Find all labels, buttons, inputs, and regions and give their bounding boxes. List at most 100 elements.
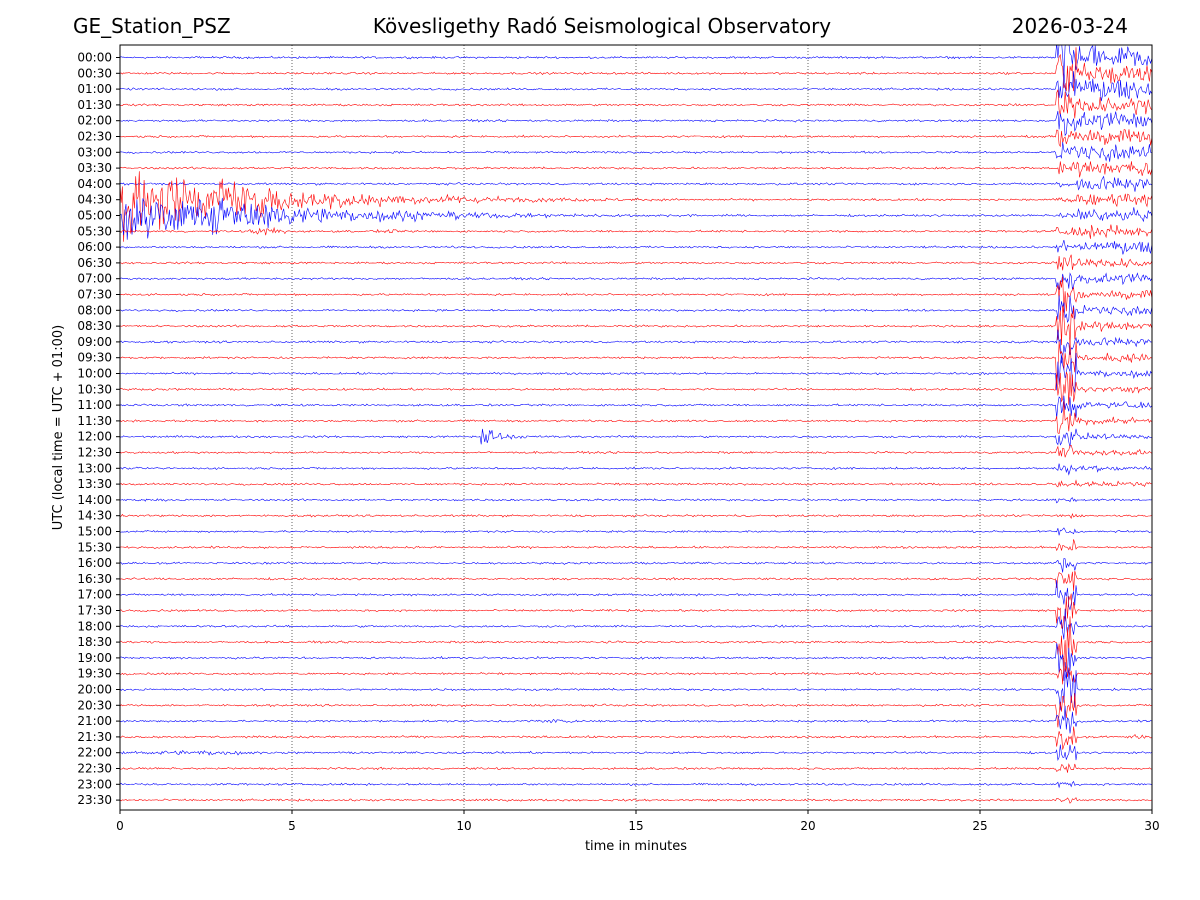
trace-0500	[120, 197, 1152, 240]
trace-0200	[120, 110, 1152, 137]
y-tick-label: 06:30	[77, 256, 112, 270]
y-tick-label: 21:30	[77, 730, 112, 744]
trace-0700	[120, 272, 1152, 290]
x-tick-label: 20	[800, 819, 815, 833]
y-tick-label: 10:00	[77, 367, 112, 381]
x-tick-label: 5	[288, 819, 296, 833]
y-tick-label: 07:00	[77, 272, 112, 286]
x-tick-label: 30	[1144, 819, 1159, 833]
trace-1000	[120, 352, 1152, 393]
x-axis-label: time in minutes	[585, 839, 687, 854]
trace-2100	[120, 705, 1152, 734]
trace-2130	[120, 726, 1152, 750]
trace-1600	[120, 558, 1152, 573]
y-tick-label: 11:30	[77, 414, 112, 428]
y-tick-label: 04:00	[77, 177, 112, 191]
y-tick-label: 22:00	[77, 746, 112, 760]
trace-1200	[120, 428, 1152, 448]
y-tick-label: 21:00	[77, 714, 112, 728]
y-tick-label: 14:00	[77, 493, 112, 507]
plot-date: 2026-03-24	[1011, 14, 1128, 38]
y-tick-label: 10:30	[77, 382, 112, 396]
trace-0330	[120, 161, 1152, 178]
trace-1500	[120, 527, 1152, 536]
trace-0930	[120, 341, 1152, 386]
y-tick-label: 16:30	[77, 572, 112, 586]
y-tick-label: 15:30	[77, 540, 112, 554]
trace-1330	[120, 479, 1152, 488]
x-tick-label: 25	[972, 819, 987, 833]
x-tick-label: 15	[628, 819, 643, 833]
y-tick-label: 14:30	[77, 509, 112, 523]
trace-2030	[120, 693, 1152, 728]
trace-1730	[120, 593, 1152, 630]
y-tick-label: 01:30	[77, 98, 112, 112]
trace-2300	[120, 780, 1152, 789]
y-tick-label: 09:30	[77, 351, 112, 365]
trace-1430	[120, 512, 1152, 519]
x-tick-label: 0	[116, 819, 124, 833]
trace-1030	[120, 371, 1152, 405]
trace-1830	[120, 616, 1152, 669]
trace-0900	[120, 329, 1152, 364]
y-tick-label: 17:30	[77, 604, 112, 618]
y-tick-label: 18:30	[77, 635, 112, 649]
y-tick-label: 15:00	[77, 525, 112, 539]
y-tick-label: 00:30	[77, 66, 112, 80]
y-tick-label: 20:00	[77, 683, 112, 697]
y-tick-label: 16:00	[77, 556, 112, 570]
y-tick-label: 12:30	[77, 446, 112, 460]
y-tick-label: 02:30	[77, 130, 112, 144]
y-tick-label: 19:00	[77, 651, 112, 665]
trace-1700	[120, 580, 1152, 611]
trace-0130	[120, 89, 1152, 119]
trace-0000	[120, 45, 1152, 76]
y-tick-label: 17:00	[77, 588, 112, 602]
trace-1100	[120, 395, 1152, 419]
y-tick-label: 05:30	[77, 224, 112, 238]
trace-1900	[120, 643, 1152, 681]
trace-0030	[120, 47, 1152, 93]
y-tick-label: 11:00	[77, 398, 112, 412]
trace-0100	[120, 69, 1152, 102]
trace-1530	[120, 539, 1152, 552]
trace-0400	[120, 175, 1152, 192]
trace-1800	[120, 608, 1152, 640]
y-tick-label: 19:30	[77, 667, 112, 681]
trace-0630	[120, 254, 1152, 271]
station-name: GE_Station_PSZ	[73, 14, 231, 38]
trace-0600	[120, 240, 1152, 255]
trace-2200	[120, 744, 1152, 762]
y-tick-label: 07:30	[77, 288, 112, 302]
y-axis-label: UTC (local time = UTC + 01:00)	[51, 325, 66, 530]
x-grid	[291, 45, 981, 810]
y-tick-label: 22:30	[77, 762, 112, 776]
y-tick-label: 13:00	[77, 461, 112, 475]
trace-0730	[120, 276, 1152, 313]
y-tick-label: 03:00	[77, 145, 112, 159]
trace-0830	[120, 305, 1152, 346]
trace-1630	[120, 570, 1152, 592]
y-tick-label: 06:00	[77, 240, 112, 254]
y-tick-label: 09:00	[77, 335, 112, 349]
y-tick-label: 04:30	[77, 193, 112, 207]
trace-2000	[120, 669, 1152, 711]
y-tick-label: 20:30	[77, 698, 112, 712]
y-tick-label: 12:00	[77, 430, 112, 444]
y-tick-label: 05:00	[77, 209, 112, 223]
y-tick-label: 08:30	[77, 319, 112, 333]
x-axis: 0 5 10 15 20 25 30	[116, 810, 1160, 833]
trace-1400	[120, 497, 1152, 504]
y-tick-label: 13:30	[77, 477, 112, 491]
y-tick-label: 03:30	[77, 161, 112, 175]
trace-0530	[120, 224, 1152, 239]
y-tick-label: 08:00	[77, 303, 112, 317]
y-tick-label: 18:00	[77, 619, 112, 633]
trace-1130	[120, 401, 1152, 434]
trace-2230	[120, 763, 1152, 773]
trace-2330	[120, 797, 1152, 804]
y-tick-label: 01:00	[77, 82, 112, 96]
y-tick-label: 02:00	[77, 114, 112, 128]
